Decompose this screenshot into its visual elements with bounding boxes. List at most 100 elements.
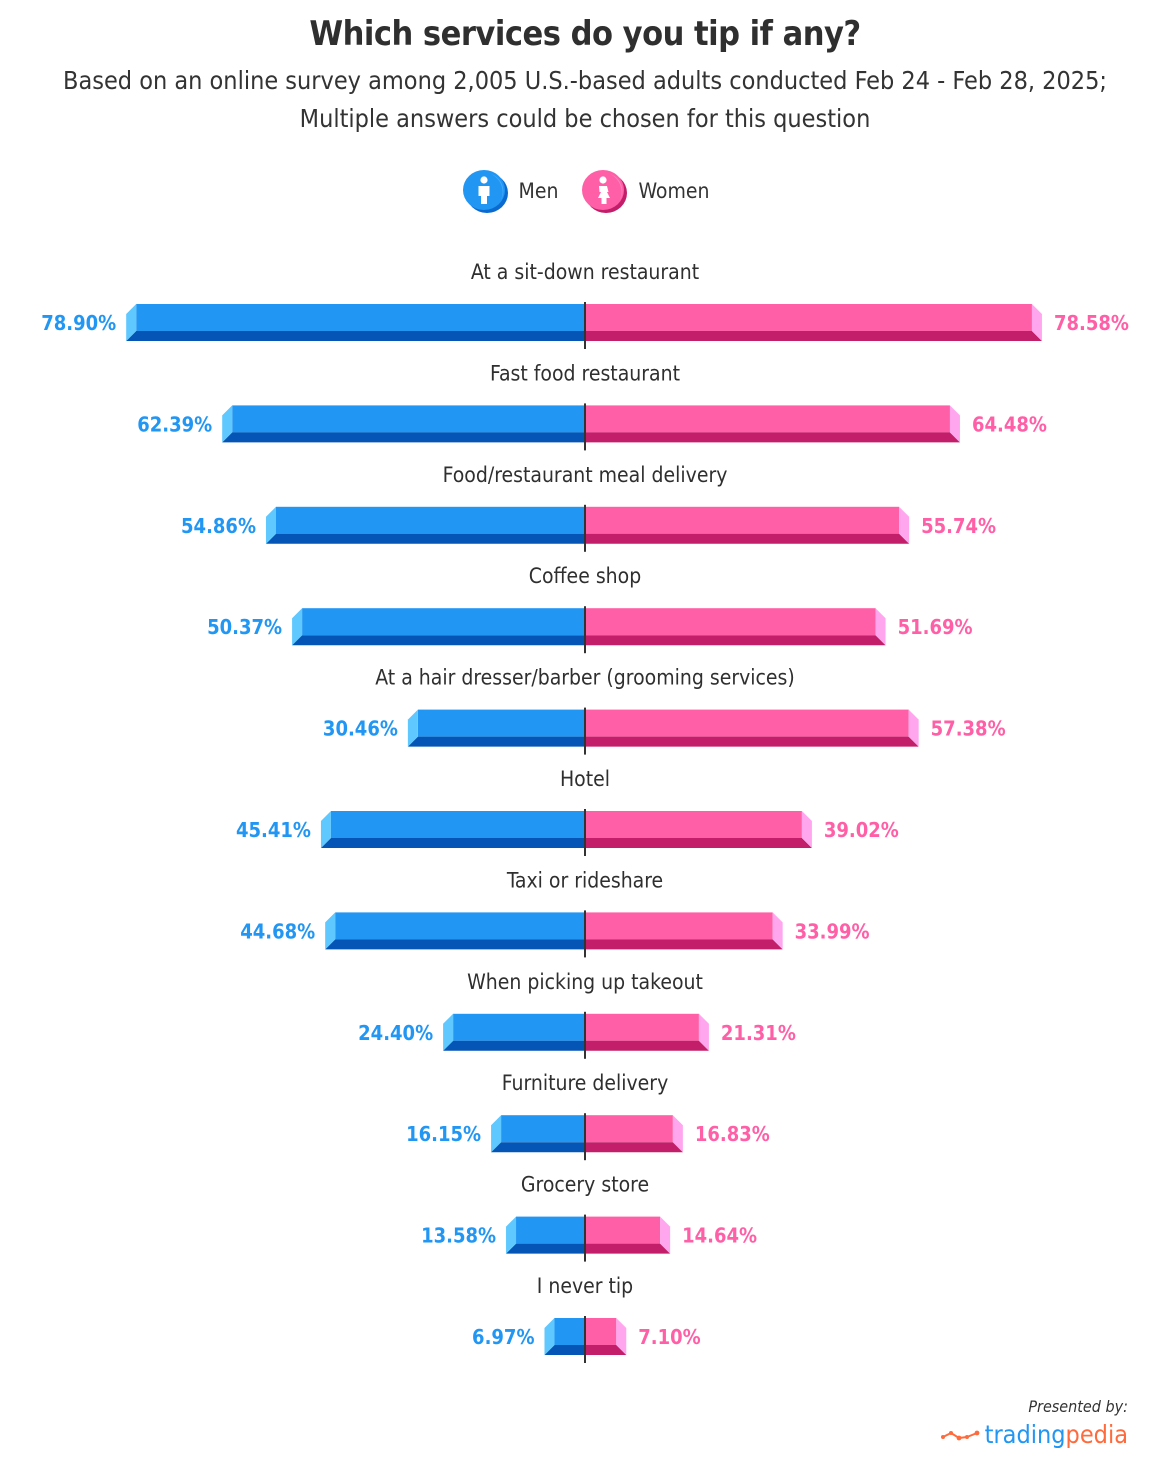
men-bar-face	[516, 1216, 585, 1244]
men-bar-bottom	[491, 1142, 585, 1153]
men-bar-cap	[443, 1013, 454, 1051]
men-bar-bottom	[222, 432, 585, 443]
men-value-label: 16.15%	[406, 1122, 481, 1146]
brand-name-part2: pedia	[1065, 1420, 1128, 1449]
women-bar-bottom	[585, 1040, 709, 1051]
women-bar-cap	[908, 709, 919, 747]
men-value-label: 44.68%	[240, 919, 315, 943]
women-bar-cap	[949, 405, 960, 443]
legend-label-women: Women	[638, 179, 710, 203]
men-value-label: 30.46%	[323, 717, 398, 741]
women-bar-face	[585, 912, 773, 940]
women-bar-cap	[1031, 304, 1042, 341]
men-bar-bottom	[407, 736, 585, 747]
women-bar-bottom	[585, 533, 910, 544]
category-label: At a hair dresser/barber (grooming servi…	[375, 666, 795, 690]
category-label: I never tip	[537, 1274, 633, 1298]
women-value-label: 51.69%	[898, 615, 973, 639]
men-value-label: 50.37%	[207, 615, 282, 639]
category-label: Coffee shop	[529, 564, 641, 588]
men-bar-face	[232, 405, 585, 433]
men-bar-cap	[292, 608, 303, 646]
men-value-label: 62.39%	[137, 412, 212, 436]
chart-subtitle-line1: Based on an online survey among 2,005 U.…	[63, 66, 1107, 95]
category-label: At a sit-down restaurant	[471, 260, 699, 284]
category-label: Hotel	[560, 767, 610, 791]
men-bar-bottom	[544, 1345, 585, 1355]
women-bar-cap	[875, 608, 886, 646]
women-bar-bottom	[585, 939, 783, 950]
men-bar-bottom	[506, 1243, 585, 1254]
men-bar-bottom	[126, 331, 585, 341]
women-value-label: 57.38%	[931, 717, 1006, 741]
brand-name-part1: trading	[984, 1420, 1066, 1449]
men-bar-bottom	[320, 838, 585, 848]
women-bar-cap	[772, 912, 783, 950]
women-value-label: 33.99%	[795, 919, 870, 943]
men-bar-bottom	[443, 1040, 585, 1051]
women-value-label: 39.02%	[824, 818, 899, 842]
men-bar-bottom	[292, 635, 585, 646]
men-value-label: 54.86%	[181, 514, 256, 538]
brand-logo[interactable]: tradingpedia	[940, 1420, 1128, 1449]
category-label: Fast food restaurant	[490, 361, 680, 385]
men-value-label: 13.58%	[421, 1224, 496, 1248]
men-bar-cap	[325, 912, 336, 950]
women-bar-face	[585, 1115, 673, 1143]
women-bar-face	[585, 405, 950, 433]
legend-item-women[interactable]: Women	[580, 168, 709, 214]
men-bar-cap	[320, 811, 331, 848]
chart-subtitle-line2: Multiple answers could be chosen for thi…	[299, 104, 871, 133]
men-bar-face	[501, 1115, 585, 1143]
men-bar-bottom	[325, 939, 585, 950]
presented-by-label: Presented by:	[1028, 1397, 1128, 1416]
men-bar-face	[136, 304, 585, 331]
category-label: Taxi or rideshare	[506, 868, 663, 892]
footer: Presented by: tradingpedia	[940, 1397, 1128, 1449]
women-bar-face	[585, 1216, 661, 1244]
legend-item-men[interactable]: Men	[461, 168, 558, 214]
men-bar-cap	[544, 1318, 555, 1355]
men-bar-face	[453, 1013, 585, 1041]
women-bar-face	[585, 709, 909, 737]
women-bar-cap	[801, 811, 812, 848]
trend-line-icon	[940, 1430, 980, 1440]
women-value-label: 16.83%	[695, 1122, 770, 1146]
category-label: Food/restaurant meal delivery	[443, 463, 728, 487]
women-bar-face	[585, 811, 802, 838]
women-bar-bottom	[585, 331, 1042, 341]
women-value-label: 14.64%	[682, 1224, 757, 1248]
women-bar-bottom	[585, 432, 960, 443]
women-bar-bottom	[585, 1345, 627, 1355]
women-bar-bottom	[585, 635, 886, 646]
men-bar-face	[302, 608, 585, 636]
men-bar-face	[554, 1318, 585, 1345]
women-bar-face	[585, 1013, 699, 1041]
women-bar-cap	[616, 1318, 627, 1355]
women-bar-bottom	[585, 838, 812, 848]
men-bar-face	[335, 912, 585, 940]
men-bar-cap	[265, 506, 276, 544]
men-bar-face	[417, 709, 585, 737]
women-value-label: 64.48%	[972, 412, 1047, 436]
men-bar-cap	[407, 709, 418, 747]
women-bar-face	[585, 304, 1032, 331]
category-label: Grocery store	[521, 1173, 649, 1197]
men-bar-bottom	[265, 533, 585, 544]
legend: Men Women	[0, 168, 1170, 214]
women-bar-cap	[698, 1013, 709, 1051]
women-bar-face	[585, 1318, 617, 1345]
women-value-label: 21.31%	[721, 1021, 796, 1045]
women-bar-bottom	[585, 1142, 683, 1153]
category-label: When picking up takeout	[467, 970, 703, 994]
women-bar-bottom	[585, 1243, 671, 1254]
women-bar-cap	[899, 506, 910, 544]
men-bar-cap	[506, 1216, 517, 1254]
women-bar-cap	[672, 1115, 683, 1153]
women-bar-face	[585, 506, 900, 534]
men-value-label: 78.90%	[41, 311, 116, 335]
category-label: Furniture delivery	[502, 1071, 669, 1095]
men-bar-face	[330, 811, 585, 838]
women-value-label: 55.74%	[921, 514, 996, 538]
